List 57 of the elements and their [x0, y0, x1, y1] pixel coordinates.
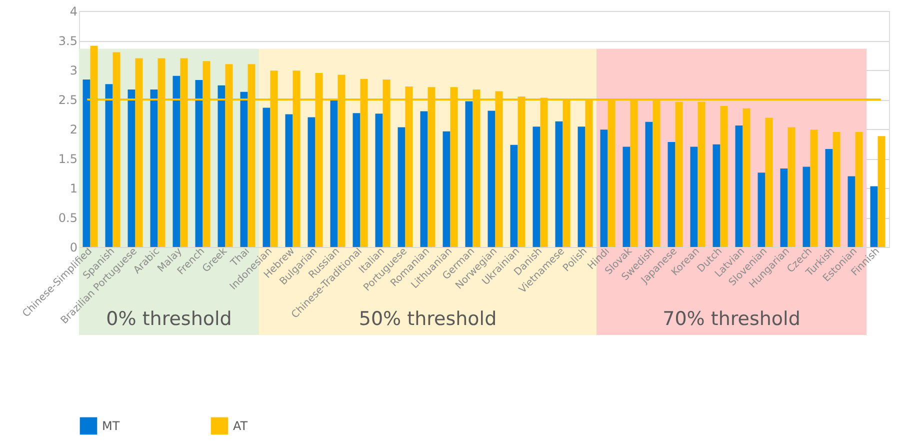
bar — [600, 130, 608, 247]
bar — [398, 127, 406, 247]
y-tick-label: 2 — [70, 122, 78, 136]
bar — [150, 89, 158, 247]
bar — [720, 106, 728, 247]
bar — [218, 85, 226, 247]
bar — [802, 166, 810, 247]
y-tick-label: 4 — [70, 4, 78, 18]
bar — [780, 168, 788, 247]
y-tick-label: 3 — [70, 64, 78, 78]
bar — [308, 117, 316, 247]
bar — [645, 122, 653, 247]
bar — [878, 136, 886, 247]
y-tick-label: 1 — [70, 182, 78, 196]
bar — [420, 111, 428, 247]
band-label: 50% threshold — [358, 308, 497, 330]
bar — [285, 114, 293, 247]
bar — [855, 132, 863, 247]
bar — [488, 110, 496, 247]
bar — [172, 76, 180, 247]
bar — [690, 146, 698, 247]
bar — [465, 101, 473, 247]
band-label: 70% threshold — [662, 308, 800, 330]
bar — [578, 126, 586, 247]
bar — [330, 100, 338, 247]
bar — [742, 108, 750, 247]
y-tick-label: 2.5 — [58, 93, 78, 107]
bar — [735, 125, 743, 247]
bar — [810, 130, 818, 247]
bar — [195, 80, 203, 247]
bar — [758, 172, 766, 247]
bar — [765, 118, 773, 247]
bar — [510, 144, 518, 247]
bar — [712, 144, 720, 247]
y-tick-label: 1.5 — [58, 152, 78, 166]
legend-label: MT — [102, 418, 120, 433]
band-label: 0% threshold — [106, 308, 232, 330]
bar — [825, 149, 833, 247]
bar — [82, 79, 90, 247]
bar — [352, 113, 360, 247]
bar — [240, 92, 248, 247]
bar — [262, 108, 270, 247]
bar — [832, 132, 840, 247]
bar — [555, 121, 563, 247]
bar — [870, 186, 878, 247]
bar — [128, 89, 136, 247]
bar — [622, 146, 630, 247]
bar — [375, 114, 383, 247]
bar — [848, 176, 856, 247]
y-tick-label: 3.5 — [58, 34, 78, 48]
bar — [788, 127, 796, 247]
bar — [442, 131, 450, 247]
bar — [105, 84, 113, 247]
legend-label: AT — [233, 418, 248, 433]
bar — [532, 126, 540, 247]
y-tick-label: 0.5 — [58, 211, 78, 225]
bar — [668, 142, 676, 247]
